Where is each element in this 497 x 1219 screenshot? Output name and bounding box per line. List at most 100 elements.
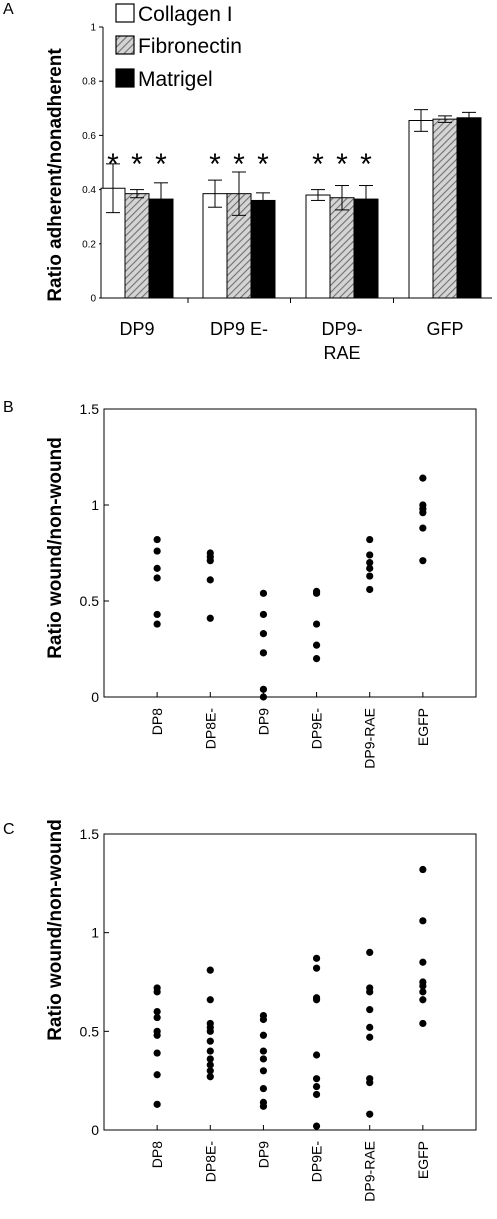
panel-a-bar [353,198,379,299]
x-category-label: DP9E- [309,708,325,750]
x-category-label: DP8E- [202,708,218,750]
data-point [312,996,321,1004]
data-point [153,1071,161,1079]
panel-a-y-tick-label: 0.6 [82,131,96,142]
data-point [366,564,374,572]
panel-a-axes: 0 0.2 0.4 0.6 0.8 1 DP9 DP9 E- DP9- RAE GFP [82,23,492,363]
data-point [206,996,214,1004]
data-point [312,1082,321,1091]
panel-a-legend: Collagen I Fibronectin Matrigel [115,3,242,91]
panel-c-y-axis-label: Ratio wound/non-wound [45,819,66,1041]
panel-a-y-tick-label: 0 [90,294,96,305]
panel-a-significance-star: * [131,148,143,181]
data-point [419,524,427,532]
data-point [259,1102,268,1110]
data-point [206,576,214,584]
data-point [366,1033,374,1041]
data-point [419,958,427,966]
data-point [153,1013,161,1022]
data-point [312,1090,321,1099]
data-point [419,996,427,1004]
panel-a-y-tick-label: 1 [90,23,96,34]
data-point [153,1031,161,1039]
data-point [312,964,321,972]
data-point [366,1079,374,1087]
panel-a-bar [432,118,458,299]
panel-a-significance-star: * [155,148,167,181]
panel-a-category-label: DP9 [119,319,154,339]
data-point [312,1075,321,1083]
data-point [312,589,321,597]
data-point [259,1031,268,1039]
x-category-label: DP8E- [202,1141,218,1183]
data-point [312,1051,321,1059]
data-point [366,1110,374,1118]
data-point [153,535,161,544]
data-point [312,954,321,962]
data-point [206,1061,214,1069]
x-category-label: DP9-RAE [362,708,378,769]
data-point [259,1015,268,1024]
x-category-label: DP9E- [309,1141,325,1183]
data-point [206,1055,214,1063]
panel-c-axes: 0 0.5 1 1.5 DP8 DP8E- DP9 DP9E- DP9-RAE EGFP [80,826,477,1202]
data-point [153,1049,161,1057]
x-category-label: DP8 [149,708,165,735]
y-tick-label: 1.5 [80,826,100,842]
panel-a-category-label: RAE [323,343,360,363]
data-point [153,988,161,996]
x-category-label: EGFP [415,708,431,746]
data-point [206,1027,214,1035]
panel-a-bar [408,119,434,299]
data-point [259,685,268,693]
panel-a-y-tick-label: 0.8 [82,77,96,88]
panel-a-y-axis-label: Ratio adherent/nonadherent [45,48,66,302]
data-point [153,1008,161,1016]
data-point [153,564,161,572]
data-point [206,1047,214,1055]
data-point [419,509,427,517]
data-point [366,551,374,559]
panel-b-scatter-chart: B Ratio wound/non-wound 0 0.5 1 1.5 DP8 DP8E-… [3,399,477,769]
y-tick-label: 1 [91,925,99,941]
panel-b-axes: 0 0.5 1 1.5 DP8 DP8E- DP9 DP9E- DP9-RAE EGFP [80,401,477,769]
data-point [312,655,321,663]
data-point [206,557,214,565]
panel-a-significance-star: * [336,148,348,181]
data-point [366,948,374,957]
panel-a-legend-label: Collagen I [138,3,233,26]
panel-a-legend-label: Fibronectin [138,35,242,58]
panel-a-bar [329,197,355,299]
panel-a-bar [305,194,331,299]
panel-a-significance-star: * [107,148,119,181]
data-point [366,585,374,594]
panel-a-bars: * * * * * * * * * [100,109,482,299]
data-point [312,1122,321,1130]
panel-a-legend-swatch [115,3,135,23]
data-point [419,988,427,996]
panel-a-category-label: DP9- [321,319,362,339]
data-point [259,589,268,597]
panel-a-significance-star: * [257,148,269,181]
data-point [206,1073,214,1081]
panel-label-b: B [3,399,14,416]
data-point [366,535,374,544]
panel-c-scatter-chart: C Ratio wound/non-wound 0 0.5 1 1.5 DP8 DP8E-… [3,819,477,1202]
data-point [206,1037,214,1045]
data-point [259,1084,268,1093]
data-point [419,865,427,874]
data-point [259,1047,268,1055]
data-point [153,547,161,555]
data-point [419,917,427,925]
data-point [259,1067,268,1075]
data-point [206,614,214,622]
panel-c-points [153,865,427,1130]
y-tick-label: 1 [91,497,99,513]
panel-a-bar [124,193,150,299]
data-point [259,610,268,619]
panel-a-category-label: GFP [426,319,463,339]
panel-a-legend-swatch [115,35,135,55]
panel-a-significance-star: * [209,148,221,181]
x-category-label: DP9-RAE [362,1141,378,1202]
